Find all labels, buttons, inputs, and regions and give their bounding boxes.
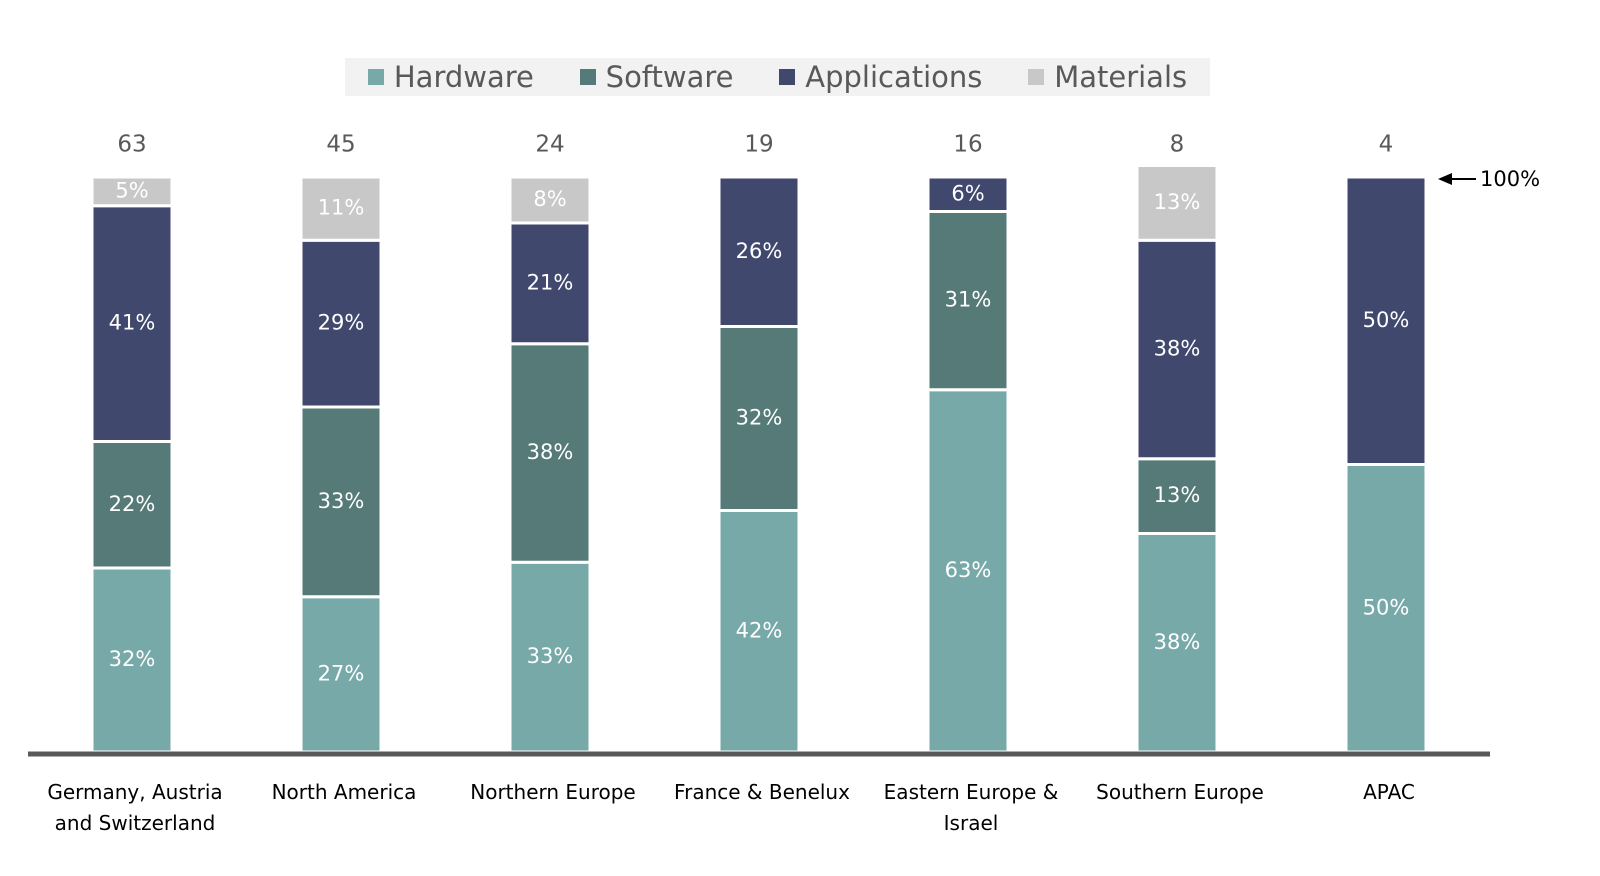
bar-segment xyxy=(1135,238,1219,461)
bar-segment xyxy=(508,560,592,754)
bar-segment xyxy=(1135,164,1219,242)
total-label: 4 xyxy=(1379,132,1394,158)
bar-segment xyxy=(926,175,1010,213)
bar-segment xyxy=(1135,457,1219,535)
value-label: 26% xyxy=(736,239,783,263)
bar-segment xyxy=(717,509,801,754)
bar-segment xyxy=(508,342,592,564)
value-label: 29% xyxy=(318,311,365,335)
value-label: 42% xyxy=(736,618,783,642)
value-label: 32% xyxy=(109,647,156,671)
x-tick-label: Germany, Austria and Switzerland xyxy=(47,780,223,835)
bar-segment xyxy=(508,221,592,346)
value-label: 38% xyxy=(1154,337,1201,361)
value-label: 50% xyxy=(1363,595,1410,619)
x-tick-label: Southern Europe xyxy=(1096,780,1264,804)
bar-segment xyxy=(299,595,383,754)
legend-swatch xyxy=(579,69,596,85)
total-label: 63 xyxy=(117,132,146,158)
bar-segment xyxy=(717,175,801,328)
value-label: 8% xyxy=(533,187,566,211)
legend-label: Applications xyxy=(805,60,983,94)
value-label: 41% xyxy=(109,311,156,335)
x-tick-label: APAC xyxy=(1363,780,1415,804)
annotation: 100% xyxy=(1480,167,1540,191)
bar-segment xyxy=(299,405,383,599)
value-label: 33% xyxy=(318,489,365,513)
value-label: 5% xyxy=(115,178,148,202)
legend: Hardware Software Applications Materials xyxy=(345,58,1210,96)
bar-segment xyxy=(926,210,1010,392)
bar-segment xyxy=(508,175,592,225)
value-label: 38% xyxy=(1154,630,1201,654)
value-label: 13% xyxy=(1154,483,1201,507)
total-label: 24 xyxy=(535,132,564,158)
bar-segment xyxy=(299,175,383,242)
legend-swatch xyxy=(779,69,796,85)
value-label: 6% xyxy=(951,181,984,205)
value-label: 32% xyxy=(736,406,783,430)
value-label: 50% xyxy=(1363,308,1410,332)
x-tick-label: Northern Europe xyxy=(470,780,636,804)
x-tick-label: France & Benelux xyxy=(674,780,850,804)
x-tick-label: Eastern Europe & Israel xyxy=(883,780,1059,835)
value-label: 33% xyxy=(527,644,574,668)
total-label: 8 xyxy=(1170,132,1185,158)
legend-item: Hardware xyxy=(367,60,534,94)
total-label: 16 xyxy=(953,132,982,158)
total-label: 45 xyxy=(326,132,355,158)
x-tick-label: North America xyxy=(271,780,417,804)
value-label: 22% xyxy=(109,492,156,516)
bar-segment xyxy=(90,175,174,208)
value-label: 38% xyxy=(527,440,574,464)
value-label: 11% xyxy=(318,196,365,220)
legend-label: Software xyxy=(605,60,734,94)
legend-swatch xyxy=(367,69,384,85)
value-label: 27% xyxy=(318,661,365,685)
bar-segment xyxy=(1344,175,1428,466)
legend-swatch xyxy=(1028,69,1045,85)
value-label: 63% xyxy=(945,558,992,582)
value-label: 13% xyxy=(1154,190,1201,214)
bar-segment xyxy=(299,238,383,409)
legend-item: Applications xyxy=(779,60,982,94)
legend-item: Materials xyxy=(1028,60,1187,94)
value-label: 31% xyxy=(945,288,992,312)
total-label: 19 xyxy=(744,132,773,158)
legend-label: Hardware xyxy=(393,60,534,94)
bar-segment xyxy=(1135,532,1219,754)
arrow-head xyxy=(1438,173,1452,185)
bar-segment xyxy=(90,440,174,570)
legend-label: Materials xyxy=(1054,60,1188,94)
legend-item: Software xyxy=(579,60,734,94)
value-label: 21% xyxy=(527,270,574,294)
